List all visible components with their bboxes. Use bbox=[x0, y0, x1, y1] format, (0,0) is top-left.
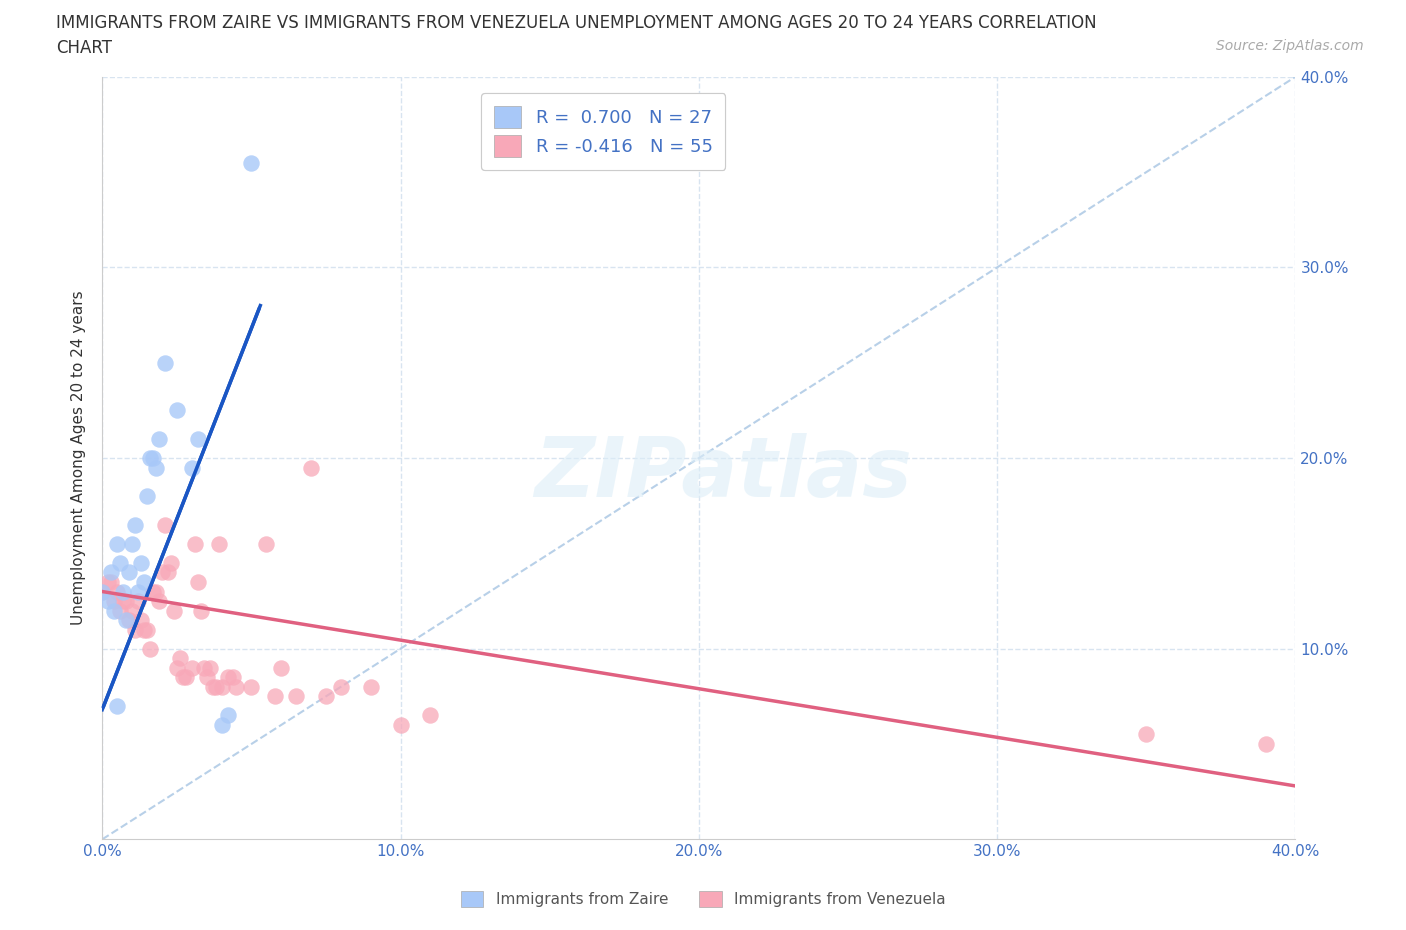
Point bbox=[112, 584, 135, 599]
Point bbox=[156, 565, 179, 580]
Point bbox=[129, 613, 152, 628]
Point bbox=[187, 575, 209, 590]
Point bbox=[166, 403, 188, 418]
Point bbox=[204, 680, 226, 695]
Point bbox=[198, 660, 221, 675]
Point bbox=[217, 670, 239, 684]
Point bbox=[112, 593, 135, 608]
Point bbox=[225, 680, 247, 695]
Point bbox=[142, 584, 165, 599]
Point bbox=[124, 622, 146, 637]
Point bbox=[142, 451, 165, 466]
Point bbox=[103, 593, 125, 608]
Point bbox=[150, 565, 173, 580]
Point bbox=[127, 584, 149, 599]
Point bbox=[217, 708, 239, 723]
Legend: R =  0.700   N = 27, R = -0.416   N = 55: R = 0.700 N = 27, R = -0.416 N = 55 bbox=[481, 93, 725, 170]
Point bbox=[115, 613, 138, 628]
Point bbox=[145, 584, 167, 599]
Point bbox=[187, 432, 209, 446]
Point bbox=[159, 555, 181, 570]
Point bbox=[360, 680, 382, 695]
Point bbox=[285, 689, 308, 704]
Point bbox=[183, 537, 205, 551]
Point bbox=[270, 660, 292, 675]
Text: IMMIGRANTS FROM ZAIRE VS IMMIGRANTS FROM VENEZUELA UNEMPLOYMENT AMONG AGES 20 TO: IMMIGRANTS FROM ZAIRE VS IMMIGRANTS FROM… bbox=[56, 14, 1097, 32]
Point bbox=[118, 613, 141, 628]
Point bbox=[91, 584, 114, 599]
Point bbox=[136, 489, 159, 504]
Point bbox=[201, 680, 224, 695]
Point bbox=[174, 670, 197, 684]
Point bbox=[148, 432, 170, 446]
Point bbox=[195, 670, 218, 684]
Point bbox=[132, 622, 155, 637]
Point bbox=[240, 680, 263, 695]
Point bbox=[207, 537, 229, 551]
Point bbox=[136, 622, 159, 637]
Point bbox=[153, 355, 176, 370]
Point bbox=[97, 575, 120, 590]
Point bbox=[145, 460, 167, 475]
Point bbox=[105, 698, 128, 713]
Point bbox=[172, 670, 194, 684]
Point bbox=[105, 584, 128, 599]
Point bbox=[180, 660, 202, 675]
Point bbox=[389, 718, 412, 733]
Point bbox=[105, 537, 128, 551]
Text: ZIPatlas: ZIPatlas bbox=[534, 432, 911, 513]
Point bbox=[240, 155, 263, 170]
Point bbox=[139, 451, 162, 466]
Point bbox=[124, 517, 146, 532]
Point bbox=[264, 689, 287, 704]
Point bbox=[315, 689, 337, 704]
Point bbox=[100, 565, 122, 580]
Point bbox=[190, 604, 212, 618]
Point bbox=[139, 642, 162, 657]
Point bbox=[115, 593, 138, 608]
Y-axis label: Unemployment Among Ages 20 to 24 years: Unemployment Among Ages 20 to 24 years bbox=[72, 291, 86, 625]
Legend: Immigrants from Zaire, Immigrants from Venezuela: Immigrants from Zaire, Immigrants from V… bbox=[454, 884, 952, 913]
Point bbox=[211, 718, 233, 733]
Point bbox=[103, 604, 125, 618]
Point bbox=[153, 517, 176, 532]
Point bbox=[193, 660, 215, 675]
Point bbox=[254, 537, 277, 551]
Point bbox=[299, 460, 322, 475]
Point bbox=[132, 575, 155, 590]
Point bbox=[108, 555, 131, 570]
Point bbox=[1254, 737, 1277, 751]
Point bbox=[91, 584, 114, 599]
Point bbox=[118, 565, 141, 580]
Text: Source: ZipAtlas.com: Source: ZipAtlas.com bbox=[1216, 39, 1364, 53]
Point bbox=[222, 670, 245, 684]
Point bbox=[100, 575, 122, 590]
Point bbox=[97, 593, 120, 608]
Point bbox=[121, 537, 143, 551]
Point bbox=[108, 604, 131, 618]
Point bbox=[163, 604, 186, 618]
Point bbox=[166, 660, 188, 675]
Point bbox=[148, 593, 170, 608]
Point bbox=[121, 604, 143, 618]
Point bbox=[129, 555, 152, 570]
Point bbox=[127, 593, 149, 608]
Point bbox=[211, 680, 233, 695]
Point bbox=[169, 651, 191, 666]
Point bbox=[180, 460, 202, 475]
Point bbox=[1135, 727, 1157, 742]
Text: CHART: CHART bbox=[56, 39, 112, 57]
Point bbox=[329, 680, 352, 695]
Point bbox=[419, 708, 441, 723]
